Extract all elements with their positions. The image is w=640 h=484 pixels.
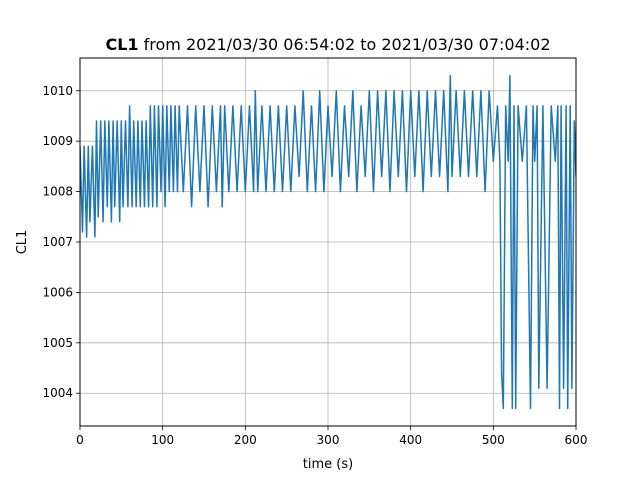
x-tick-label: 400 — [399, 433, 422, 447]
y-tick-label: 1007 — [42, 235, 73, 249]
grid-lines — [79, 58, 577, 426]
y-tick-label: 1008 — [42, 185, 73, 199]
y-tick-label: 1004 — [42, 386, 73, 400]
x-tick-label: 300 — [317, 433, 340, 447]
x-tick-label: 0 — [76, 433, 84, 447]
x-axis: 0 100 200 300 400 500 600 — [76, 426, 587, 447]
y-axis-label: CL1 — [15, 230, 30, 255]
y-tick-label: 1009 — [42, 134, 73, 148]
chart-title: CL1 from 2021/03/30 06:54:02 to 2021/03/… — [105, 35, 550, 54]
y-tick-label: 1005 — [42, 336, 73, 350]
chart-title-bold: CL1 — [105, 35, 138, 54]
y-tick-label: 1010 — [42, 84, 73, 98]
x-tick-label: 600 — [565, 433, 588, 447]
x-tick-label: 200 — [234, 433, 257, 447]
series-line — [80, 74, 576, 410]
x-axis-label: time (s) — [303, 457, 353, 472]
y-axis: 1004 1005 1006 1007 1008 1009 1010 — [42, 84, 80, 400]
chart-title-rest: from 2021/03/30 06:54:02 to 2021/03/30 0… — [139, 35, 551, 54]
x-tick-label: 100 — [151, 433, 174, 447]
y-tick-label: 1006 — [42, 285, 73, 299]
x-tick-label: 500 — [482, 433, 505, 447]
